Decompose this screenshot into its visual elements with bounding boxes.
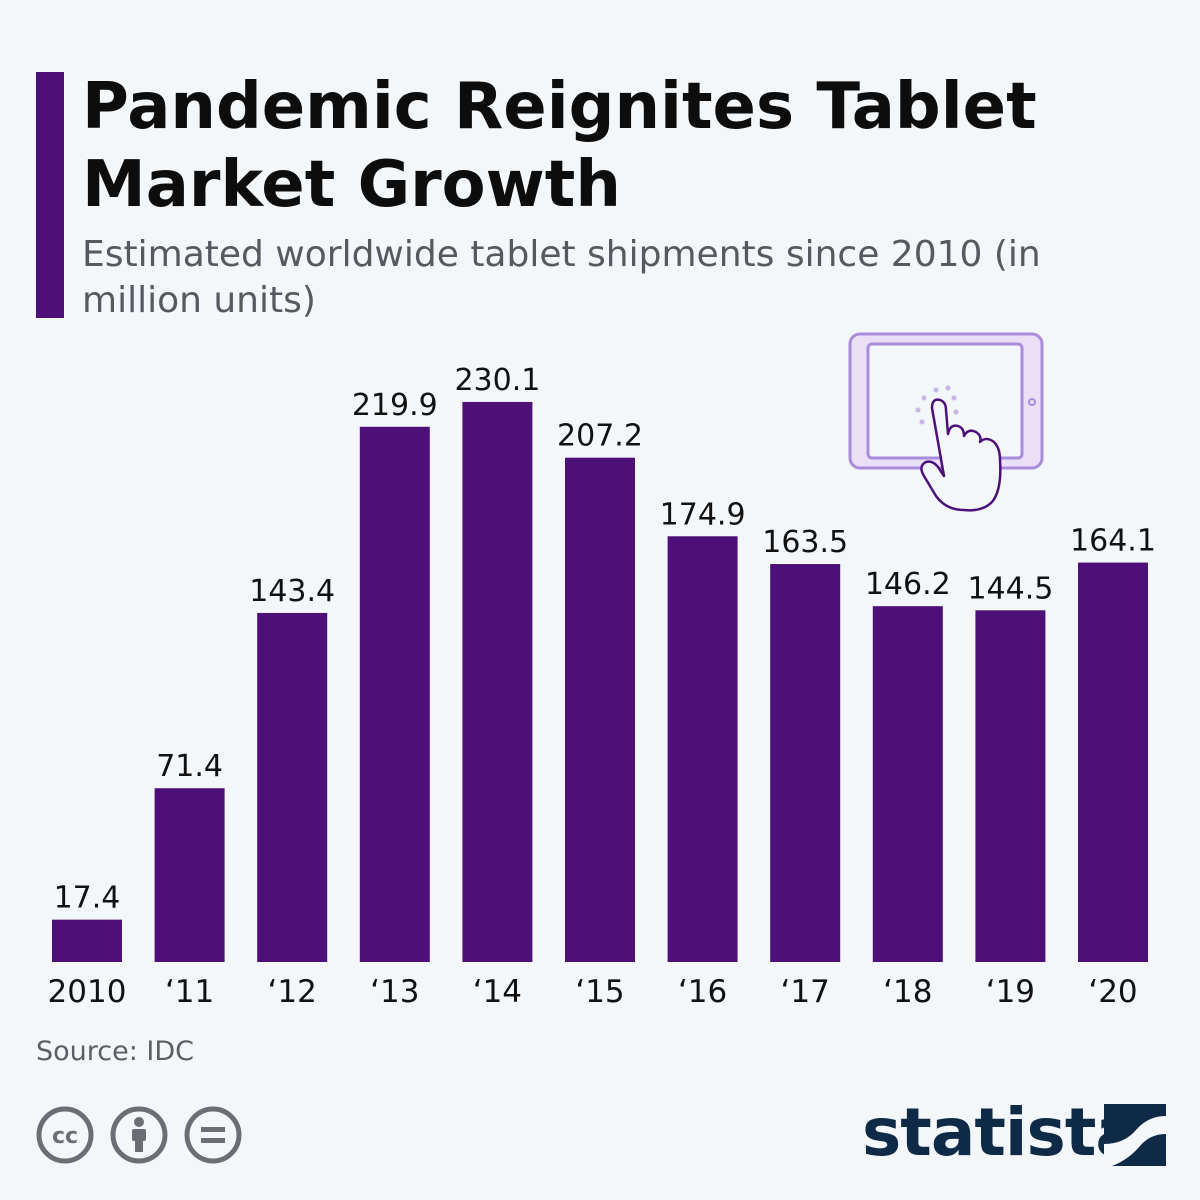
bar-0 bbox=[52, 919, 122, 962]
value-label-8: 146.2 bbox=[865, 567, 951, 602]
value-label-9: 144.5 bbox=[967, 571, 1053, 606]
license-icons: cc bbox=[36, 1106, 242, 1164]
statista-logo-text: statista bbox=[862, 1094, 1140, 1171]
bar-8 bbox=[872, 606, 943, 962]
bar-6 bbox=[667, 536, 738, 962]
attribution-icon[interactable] bbox=[110, 1106, 168, 1164]
bar-5 bbox=[565, 457, 635, 962]
bar-7 bbox=[770, 564, 841, 962]
bar-10 bbox=[1078, 562, 1148, 962]
x-tick-label-4: ‘14 bbox=[473, 974, 522, 1010]
bar-4 bbox=[462, 401, 533, 962]
x-tick-label-6: ‘16 bbox=[678, 974, 727, 1010]
x-tick-label-3: ‘13 bbox=[370, 974, 419, 1010]
x-tick-label-0: 2010 bbox=[48, 974, 127, 1010]
chart-subtitle: Estimated worldwide tablet shipments sin… bbox=[82, 234, 1041, 321]
bar-1 bbox=[154, 788, 225, 962]
no-derivatives-icon[interactable] bbox=[184, 1106, 242, 1164]
svg-text:cc: cc bbox=[52, 1124, 78, 1149]
chart-title: Pandemic Reignites Tablet Market Growth bbox=[82, 70, 1037, 222]
x-tick-label-9: ‘19 bbox=[986, 974, 1035, 1010]
bar-chart: 17.4 2010 71.4 ‘11 143.4 ‘12 219.9 ‘13 230.1 ‘14 2… bbox=[48, 363, 1156, 1010]
value-label-4: 230.1 bbox=[454, 363, 540, 398]
value-label-5: 207.2 bbox=[557, 419, 643, 454]
value-label-0: 17.4 bbox=[54, 881, 121, 916]
value-label-10: 164.1 bbox=[1070, 524, 1156, 559]
statista-logo-icon bbox=[1104, 1104, 1166, 1166]
source-note: Source: IDC bbox=[36, 1036, 195, 1067]
x-tick-label-10: ‘20 bbox=[1088, 974, 1137, 1010]
value-label-1: 71.4 bbox=[156, 749, 223, 784]
x-tick-label-5: ‘15 bbox=[575, 974, 624, 1010]
value-label-2: 143.4 bbox=[249, 574, 335, 609]
bar-3 bbox=[359, 426, 430, 962]
value-label-3: 219.9 bbox=[352, 388, 438, 423]
tablet-touch-icon bbox=[848, 332, 1044, 512]
x-tick-label-1: ‘11 bbox=[165, 974, 214, 1010]
title-accent-bar bbox=[36, 72, 64, 318]
creative-commons-icon[interactable]: cc bbox=[36, 1106, 94, 1164]
value-label-7: 163.5 bbox=[762, 525, 848, 560]
bar-9 bbox=[975, 610, 1046, 962]
value-label-6: 174.9 bbox=[660, 497, 746, 532]
x-tick-label-2: ‘12 bbox=[268, 974, 317, 1010]
x-tick-label-8: ‘18 bbox=[883, 974, 932, 1010]
x-tick-label-7: ‘17 bbox=[781, 974, 830, 1010]
bar-2 bbox=[257, 612, 328, 962]
